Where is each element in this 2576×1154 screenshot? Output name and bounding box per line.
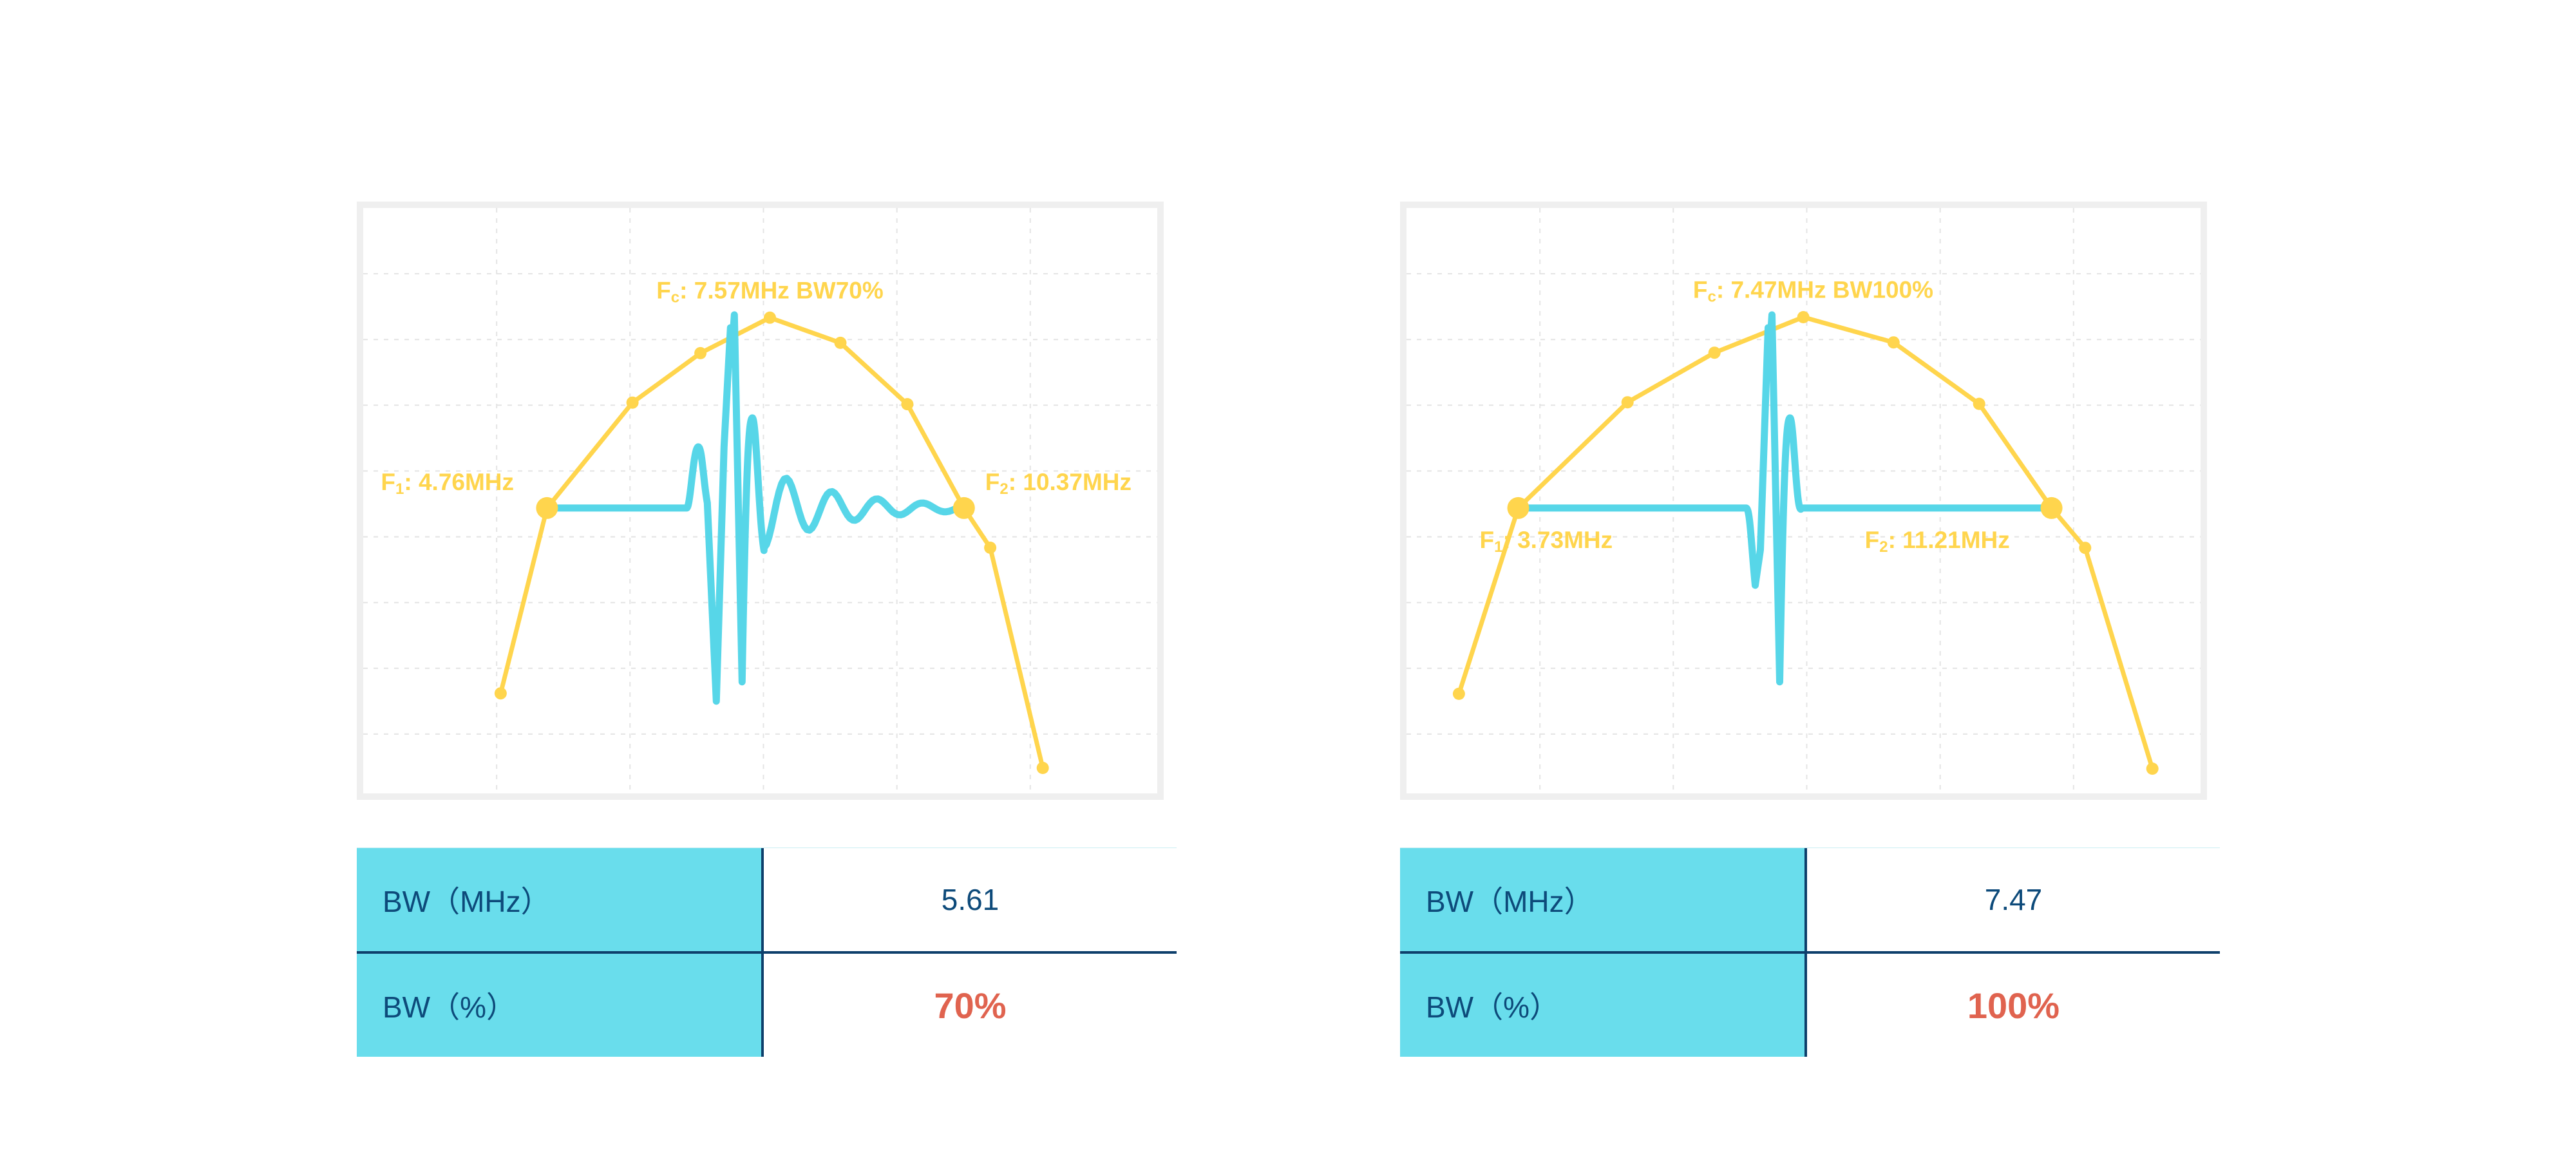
svg-text:F1: 4.76MHz: F1: 4.76MHz: [381, 469, 514, 498]
svg-text:Fc: 7.47MHz BW100%: Fc: 7.47MHz BW100%: [1693, 277, 1933, 306]
svg-text:F2: 10.37MHz: F2: 10.37MHz: [985, 469, 1132, 498]
svg-text:Fc: 7.57MHz BW70%: Fc: 7.57MHz BW70%: [656, 277, 884, 306]
svg-text:F1: 3.73MHz: F1: 3.73MHz: [1480, 527, 1613, 556]
svg-text:F2: 11.21MHz: F2: 11.21MHz: [1865, 527, 2010, 556]
